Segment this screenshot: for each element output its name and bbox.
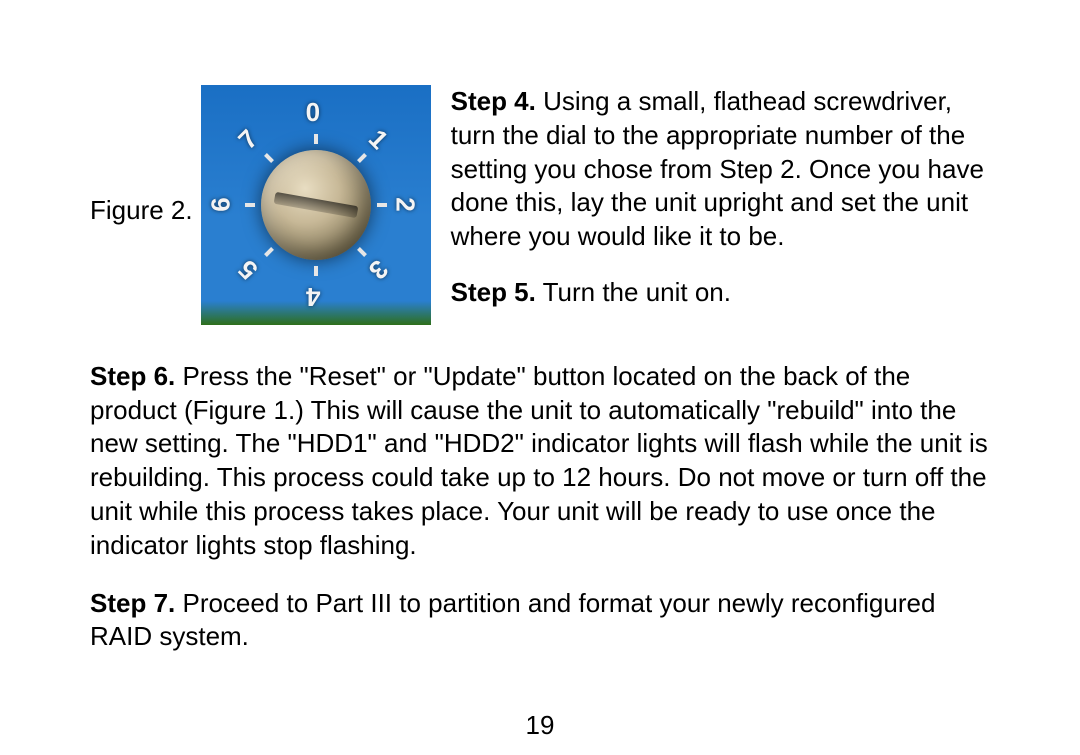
- dial-tick: [357, 247, 367, 257]
- dial-number-3: 3: [362, 253, 394, 285]
- dial-number-2: 2: [389, 197, 420, 211]
- figure-and-steps-4-5: Figure 2. 0 1 2 3 4 5 6 7 Step 4. Using a small…: [90, 85, 990, 332]
- step-6-label: Step 6.: [90, 361, 175, 391]
- step-6: Step 6. Press the "Reset" or "Update" bu…: [90, 360, 990, 563]
- dial-tick: [264, 247, 274, 257]
- dial-tick: [314, 134, 318, 144]
- steps-4-5-text: Step 4. Using a small, flathead screwdri…: [431, 85, 990, 332]
- dial-number-6: 6: [205, 197, 236, 211]
- step-7-body: Proceed to Part III to partition and for…: [90, 588, 935, 652]
- dial-tick: [245, 203, 255, 207]
- step-6-body: Press the "Reset" or "Update" button loc…: [90, 361, 988, 560]
- figure-caption: Figure 2.: [90, 85, 201, 226]
- step-7: Step 7. Proceed to Part III to partition…: [90, 587, 990, 655]
- step-4: Step 4. Using a small, flathead screwdri…: [451, 85, 990, 254]
- dial-number-1: 1: [362, 123, 394, 155]
- dial-number-7: 7: [232, 123, 264, 155]
- manual-page: Figure 2. 0 1 2 3 4 5 6 7 Step 4. Using a small…: [0, 0, 1080, 755]
- step-5-label: Step 5.: [451, 277, 536, 307]
- rotary-dial-figure: 0 1 2 3 4 5 6 7: [201, 85, 431, 325]
- dial-tick: [264, 153, 274, 163]
- page-number: 19: [526, 710, 555, 741]
- step-5-body: Turn the unit on.: [536, 277, 731, 307]
- step-5: Step 5. Turn the unit on.: [451, 276, 990, 310]
- dial-tick: [377, 203, 387, 207]
- dial-number-5: 5: [232, 253, 264, 285]
- dial-tick: [314, 266, 318, 276]
- dial-number-4: 4: [306, 281, 320, 312]
- step-7-label: Step 7.: [90, 588, 175, 618]
- dial-tick: [357, 153, 367, 163]
- dial-number-0: 0: [306, 97, 320, 128]
- dial-knob: [261, 150, 371, 260]
- step-4-label: Step 4.: [451, 86, 536, 116]
